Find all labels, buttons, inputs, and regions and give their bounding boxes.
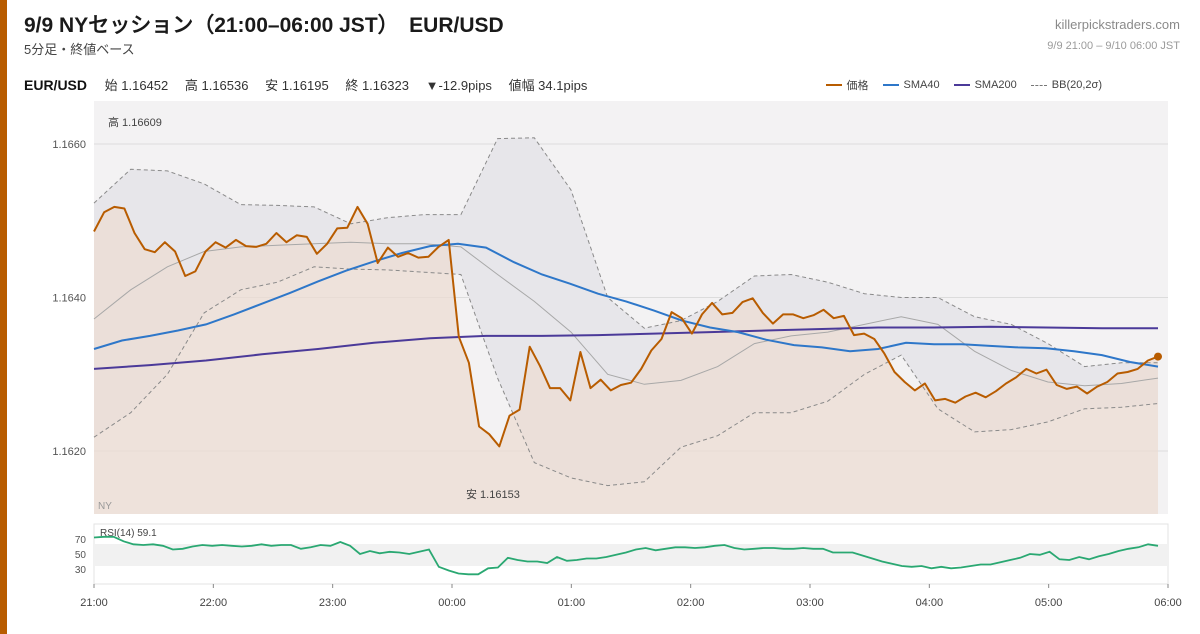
date-range: 9/9 21:00 – 9/10 06:00 JST [1047,40,1180,52]
rsi-label: RSI(14) 59.1 [100,528,157,539]
y-tick-label: 1.1620 [52,446,86,458]
bollinger-middle-line [93,241,1159,387]
summary-open: 始 1.16452 [104,78,169,93]
y-tick-label: 1.1660 [52,139,86,151]
x-tick-label: 04:00 [916,597,944,609]
price-summary: EUR/USD 始 1.16452 高 1.16536 安 1.16195 終 … [24,75,600,94]
accent-bar [0,0,7,634]
chart-legend: 価格 SMA40 SMA200 BB(20,2σ) [825,77,1102,93]
legend-label-sma200: SMA200 [974,79,1017,91]
legend-swatch-price [825,84,842,86]
rsi-y-axis: 70 50 30 [75,535,87,576]
x-tick-label: 23:00 [319,597,347,609]
x-tick-label: 21:00 [80,597,108,609]
page-subtitle: 5分足・終値ベース [24,42,135,57]
x-tick-label: 05:00 [1035,597,1063,609]
session-annotation: NY [98,501,112,512]
legend-label-bb: BB(20,2σ) [1051,79,1102,91]
x-tick-label: 00:00 [438,597,466,609]
site-name: killerpickstraders.com [1055,17,1180,32]
x-tick-label: 03:00 [796,597,824,609]
legend-item-price: 価格 [825,77,869,93]
x-tick-label: 02:00 [677,597,705,609]
y-tick-label: 1.1640 [52,293,86,305]
rsi-line [93,535,1159,576]
price-line [93,205,1159,448]
rsi-tick-label: 30 [75,565,87,576]
legend-swatch-sma200 [953,84,970,86]
sma40-line [93,242,1159,368]
rsi-band [94,544,1168,566]
summary-high: 高 1.16536 [184,78,249,93]
legend-label-sma40: SMA40 [903,79,940,91]
summary-close: 終 1.16323 [345,78,409,93]
x-axis: 21:00 22:00 23:00 00:00 01:00 02:00 03:00 04:00… [80,584,1182,609]
legend-swatch-sma40 [882,84,899,86]
summary-low: 安 1.16195 [265,78,329,93]
x-tick-label: 06:00 [1154,597,1182,609]
legend-swatch-bb [1030,84,1047,86]
price-area [94,206,1158,514]
sma200-line [93,325,1158,370]
rsi-tick-label: 70 [75,535,87,546]
summary-change: ▼-12.9pips [425,78,492,93]
last-price-dot [1154,352,1162,361]
rsi-tick-label: 50 [75,550,87,561]
page-title: 9/9 NYセッション（21:00–06:00 JST） EUR/USD [24,14,504,37]
legend-item-sma40: SMA40 [882,79,940,91]
bollinger-upper-line [93,137,1158,368]
legend-item-sma200: SMA200 [953,79,1017,91]
legend-label-price: 価格 [846,80,869,92]
summary-range: 値幅 34.1pips [508,78,588,93]
legend-item-bb: BB(20,2σ) [1030,79,1102,91]
y-axis: 1.1660 1.1640 1.1620 [52,139,86,458]
summary-pair: EUR/USD [24,77,88,93]
high-annotation: 高 1.16609 [108,115,162,129]
x-tick-label: 22:00 [200,597,228,609]
x-tick-label: 01:00 [558,597,586,609]
low-annotation: 安 1.16153 [466,487,520,501]
